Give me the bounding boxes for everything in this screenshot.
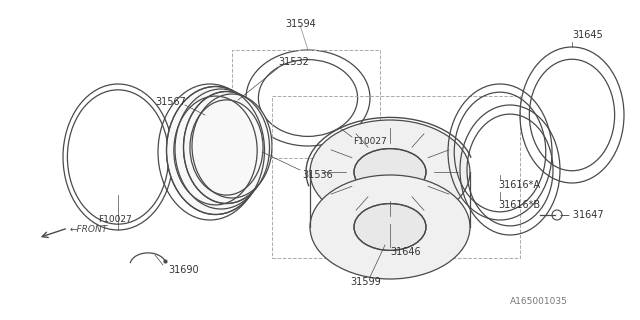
- Bar: [272, 96, 520, 258]
- Ellipse shape: [310, 120, 470, 224]
- Text: — 31647: — 31647: [560, 210, 604, 220]
- Ellipse shape: [354, 148, 426, 196]
- Text: ←FRONT: ←FRONT: [70, 225, 108, 234]
- Text: 31536: 31536: [302, 170, 333, 180]
- Ellipse shape: [166, 86, 264, 214]
- Text: 31594: 31594: [285, 19, 316, 29]
- Ellipse shape: [354, 204, 426, 250]
- Ellipse shape: [310, 175, 470, 279]
- Text: F10027: F10027: [98, 215, 132, 225]
- Text: F10027: F10027: [353, 138, 387, 147]
- Bar: [232, 50, 380, 158]
- Ellipse shape: [175, 89, 267, 209]
- Text: A165001035: A165001035: [510, 298, 568, 307]
- Ellipse shape: [192, 94, 272, 198]
- Text: 31532: 31532: [278, 57, 309, 67]
- Text: 31616*B: 31616*B: [498, 200, 540, 210]
- Ellipse shape: [184, 92, 269, 204]
- Text: 31599: 31599: [350, 277, 381, 287]
- Text: 31567: 31567: [155, 97, 186, 107]
- Text: 31690: 31690: [168, 265, 198, 275]
- Text: 31646: 31646: [390, 247, 420, 257]
- Text: 31616*A: 31616*A: [498, 180, 540, 190]
- Text: 31645: 31645: [572, 30, 603, 40]
